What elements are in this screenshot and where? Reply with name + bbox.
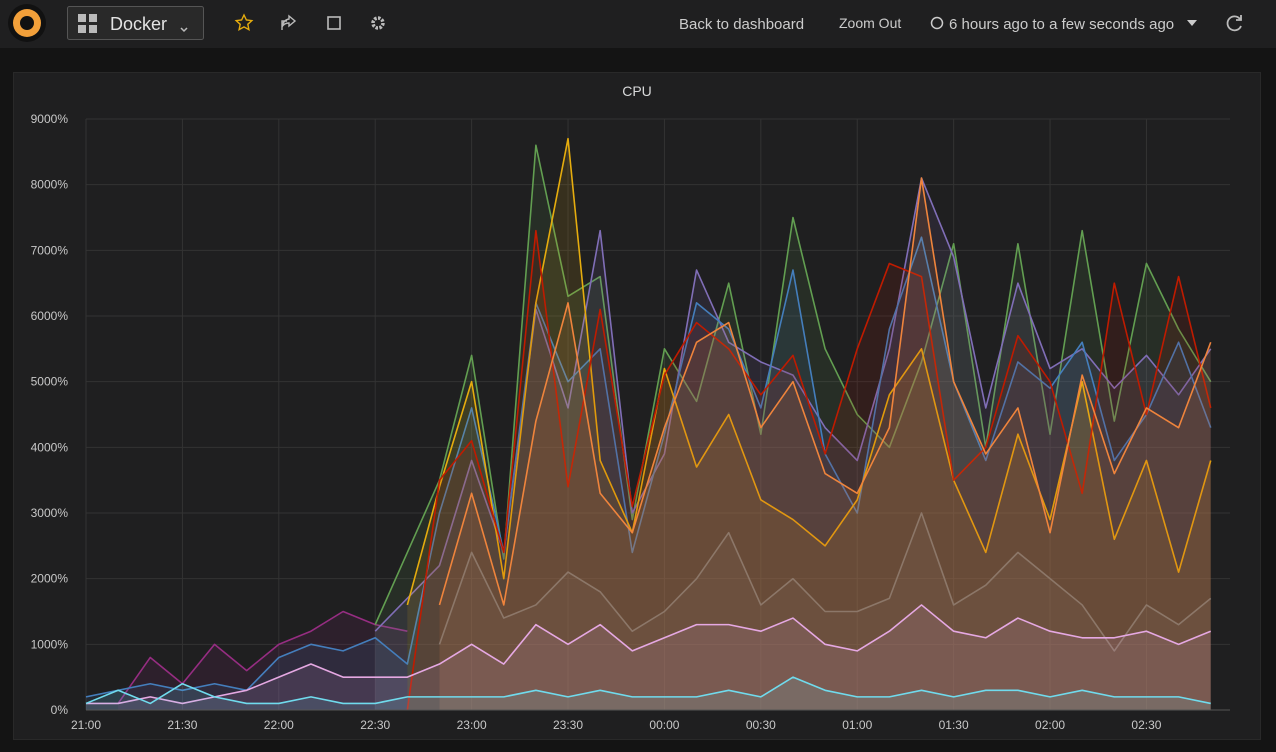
series-line	[406, 229, 1212, 711]
x-tick-label: 23:00	[457, 718, 487, 732]
grid-icon	[78, 14, 97, 33]
caret	[180, 27, 188, 33]
series-area	[86, 604, 1211, 710]
x-tick-label: 01:00	[842, 718, 872, 732]
series-area	[86, 237, 1211, 710]
series-area	[86, 677, 1211, 710]
x-tick-label: 22:00	[264, 718, 294, 732]
series-area	[118, 611, 408, 710]
series-area	[375, 145, 1211, 710]
settings-button[interactable]	[371, 16, 385, 30]
y-tick-label: 3000%	[31, 506, 69, 520]
x-tick-label: 02:00	[1035, 718, 1065, 732]
y-tick-label: 1000%	[31, 637, 69, 651]
save-button[interactable]	[327, 16, 341, 30]
series-line	[438, 512, 1212, 652]
series-area	[375, 178, 1211, 711]
y-tick-label: 5000%	[31, 375, 69, 389]
series-area	[407, 138, 1211, 710]
x-tick-label: 21:30	[167, 718, 197, 732]
star-button[interactable]	[234, 13, 254, 31]
share-button[interactable]	[281, 14, 297, 30]
y-tick-label: 9000%	[31, 112, 69, 126]
y-tick-label: 7000%	[31, 243, 69, 257]
logo-core	[20, 16, 34, 30]
time-caret	[1187, 20, 1197, 26]
x-tick-label: 00:00	[649, 718, 679, 732]
chart-title: CPU	[622, 83, 652, 99]
clock-icon	[930, 16, 944, 30]
x-tick-label: 21:00	[71, 718, 101, 732]
series-line	[117, 610, 408, 704]
y-tick-label: 0%	[51, 703, 69, 717]
series-area	[439, 178, 1211, 711]
x-tick-label: 23:30	[553, 718, 583, 732]
y-tick-label: 6000%	[31, 309, 69, 323]
zoom-out[interactable]: Zoom Out	[839, 15, 901, 31]
series-area	[407, 230, 1211, 710]
top-bar	[0, 0, 1276, 48]
y-tick-label: 2000%	[31, 572, 69, 586]
series-line	[374, 144, 1212, 625]
x-tick-label: 02:30	[1131, 718, 1161, 732]
series-line	[85, 676, 1211, 705]
x-tick-label: 22:30	[360, 718, 390, 732]
series-line	[438, 177, 1212, 606]
back-link[interactable]: Back to dashboard	[679, 16, 804, 33]
y-tick-label: 8000%	[31, 178, 69, 192]
time-range[interactable]: 6 hours ago to a few seconds ago	[949, 16, 1174, 33]
refresh-button[interactable]	[1226, 15, 1242, 32]
series-line	[86, 604, 1212, 705]
x-tick-label: 00:30	[746, 718, 776, 732]
dashboard-picker[interactable]	[67, 6, 204, 40]
dashboard-name[interactable]: Docker	[110, 14, 167, 34]
y-tick-label: 4000%	[31, 440, 69, 454]
x-tick-label: 01:30	[939, 718, 969, 732]
series-line	[85, 236, 1212, 698]
plot: 0% 1000% 2000% 3000% 4000% 5000% 6000% 7000% 800…	[31, 112, 1230, 732]
